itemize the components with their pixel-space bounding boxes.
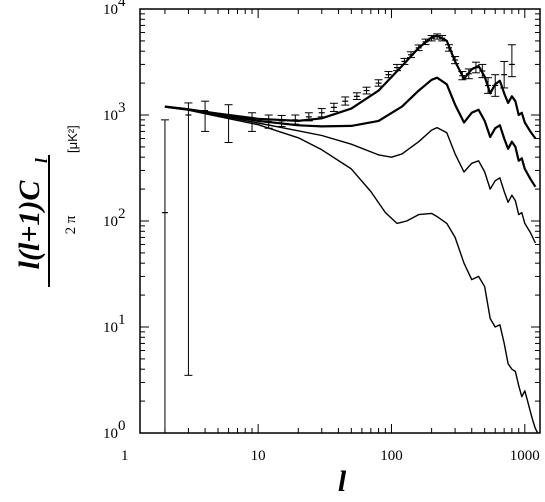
error-bar — [500, 60, 509, 89]
error-bar — [291, 114, 300, 125]
model-curve-2 — [164, 76, 537, 188]
error-bar — [277, 114, 286, 127]
error-bar — [507, 44, 516, 78]
error-bar — [444, 44, 453, 52]
error-bar — [484, 77, 493, 94]
x-tick-labels: 1 10 100 1000 — [121, 448, 540, 464]
model-curve-3 — [164, 105, 537, 244]
x-axis-label: l — [338, 465, 347, 498]
plot-frame — [139, 8, 541, 434]
error-bar — [201, 100, 210, 132]
error-bar — [464, 68, 473, 80]
error-bar — [427, 35, 436, 42]
error-bar — [224, 104, 233, 144]
error-bar — [304, 112, 313, 122]
y-tick-exponent: 1 — [118, 312, 126, 328]
error-bar — [406, 51, 415, 59]
y-tick-label: 10 — [103, 426, 118, 442]
error-bar — [491, 74, 500, 97]
y-label-subscript: l — [32, 158, 51, 163]
plot-axes — [139, 8, 541, 434]
y-tick-label: 10 — [103, 2, 118, 18]
error-bars — [160, 33, 516, 434]
y-tick-exponent: 3 — [118, 100, 126, 116]
y-tick-label: 10 — [103, 214, 118, 230]
error-bar — [160, 119, 169, 434]
error-bar — [392, 63, 401, 72]
error-bar — [451, 56, 460, 65]
error-bar — [414, 44, 423, 52]
x-tick-label: 10 — [251, 448, 266, 464]
y-axis-label: l(l+1)C l 2 π [μK²] — [13, 125, 80, 287]
error-bar — [317, 108, 326, 118]
error-bar — [329, 102, 338, 112]
model-curve-1 — [164, 34, 537, 140]
error-bar — [248, 112, 257, 132]
y-label-group: l(l+1)C l 2 π [μK²] — [13, 125, 80, 287]
error-bar — [264, 114, 273, 129]
y-tick-exponent: 0 — [118, 418, 126, 434]
model-curve-4 — [164, 106, 539, 434]
error-bar — [458, 71, 467, 81]
x-tick-label: 1000 — [510, 448, 540, 464]
error-bar — [341, 96, 350, 106]
error-bar — [478, 63, 487, 79]
error-bar — [362, 86, 371, 95]
error-bar — [421, 38, 430, 46]
x-tick-label: 1 — [121, 448, 129, 464]
error-bar — [400, 57, 409, 65]
y-label-unit: [μK²] — [65, 125, 80, 153]
y-tick-exponent: 4 — [118, 0, 126, 10]
error-bar — [184, 102, 193, 376]
error-bar — [433, 33, 442, 40]
x-tick-label: 100 — [380, 448, 403, 464]
error-bar — [374, 79, 383, 87]
model-curves — [164, 34, 539, 434]
error-bar — [438, 35, 447, 42]
error-bar — [384, 71, 393, 79]
y-tick-label: 10 — [103, 108, 118, 124]
y-tick-exponent: 2 — [118, 206, 126, 222]
y-label-denominator: 2 π — [63, 215, 79, 234]
error-bar — [352, 92, 361, 101]
error-bar — [471, 61, 480, 74]
y-label-numerator: l(l+1)C — [13, 180, 46, 270]
y-tick-label: 10 — [103, 320, 118, 336]
